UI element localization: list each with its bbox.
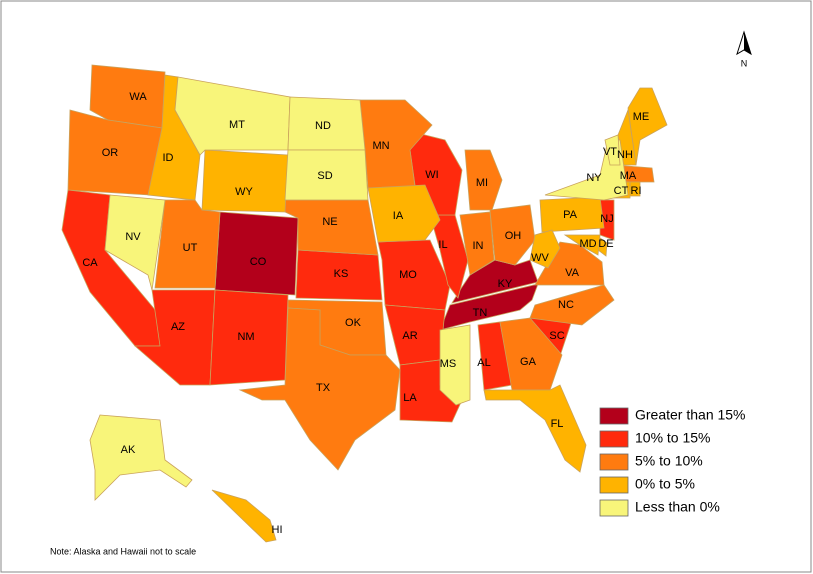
state-label: VA [565,267,580,279]
note: Note: Alaska and Hawaii not to scale [50,546,196,556]
state-label: TN [473,307,488,319]
state-shape [284,149,369,201]
state-label: MA [620,170,637,182]
state-label: NM [237,331,254,343]
state-label: CA [82,257,98,269]
legend-label: Greater than 15% [635,407,746,423]
state-label: MT [229,119,245,131]
state-shape [544,139,629,201]
state-label: LA [403,392,417,404]
state-label: VT [603,146,617,158]
state-label: NC [558,299,574,311]
legend: Greater than 15% 10% to 15% 5% to 10% 0% to… [599,407,746,517]
state-label: UT [183,242,198,254]
state-label: ID [163,152,174,164]
state-shape [604,134,621,166]
state-label: PA [563,209,578,221]
state-label: RI [631,185,642,197]
legend-swatch [599,476,629,494]
state-shape [629,181,641,197]
state-label: AK [121,444,136,456]
north-label: N [741,58,748,68]
state-label: MN [372,140,389,152]
state-shape [439,324,471,406]
state-shape [214,211,299,296]
state-label: OH [505,230,522,242]
state-label: NY [586,172,602,184]
state-label: CO [250,256,267,268]
state-shape [483,384,587,473]
legend-swatch [599,407,629,425]
state-label: NJ [600,213,613,225]
state-shape [489,204,536,266]
legend-label: Less than 0% [635,499,720,515]
state-label: TX [316,382,331,394]
state-label: NV [125,231,141,243]
state-label: WA [129,91,147,103]
state-shape [459,211,495,276]
state-label: IA [393,210,404,222]
state-label: IL [438,239,447,251]
state-shape [529,284,615,326]
state-label: WY [235,186,253,198]
state-label: AR [402,330,417,342]
state-label: MO [399,269,417,281]
legend-swatch [599,499,629,517]
state-label: AZ [171,321,185,333]
state-label: NH [617,149,633,161]
legend-label: 5% to 10% [635,453,703,469]
state-shape [464,149,503,211]
state-label: ME [633,111,650,123]
state-label: KS [334,268,349,280]
state-label: MS [440,358,457,370]
state-label: FL [551,418,564,430]
legend-label: 0% to 5% [635,476,695,492]
state-label: IN [473,240,484,252]
state-shape [201,149,289,213]
state-label: OK [345,317,362,329]
state-label: MI [476,177,488,189]
legend-swatch [599,453,629,471]
state-label: OR [102,147,119,159]
state-label: NE [322,216,337,228]
state-shape [529,229,561,269]
state-label: GA [520,356,537,368]
state-label: SC [549,330,564,342]
state-shape [439,283,539,331]
state-label: HI [272,524,283,536]
state-label: ND [315,120,331,132]
state-shape [104,194,166,291]
state-shape [563,234,601,256]
state-label: DE [598,238,613,250]
states: CO KY TN CA AZ NM KS MO AR LA AL SC IL WI NJ WA OR UT NE MN… [61,64,668,543]
state-label: SD [317,170,332,182]
state-label: AL [477,357,490,369]
legend-swatch [599,430,629,448]
legend-label: 10% to 15% [635,430,711,446]
state-label: WV [531,252,549,264]
state-shape [238,307,401,471]
state-label: KY [498,278,513,290]
state-shape [211,489,277,543]
state-shape [367,184,441,243]
north-arrow [736,30,752,56]
state-label: WI [425,169,438,181]
state-label: MD [579,238,596,250]
state-shape [89,414,193,501]
state-shape [499,317,563,391]
state-label: CT [614,185,629,197]
